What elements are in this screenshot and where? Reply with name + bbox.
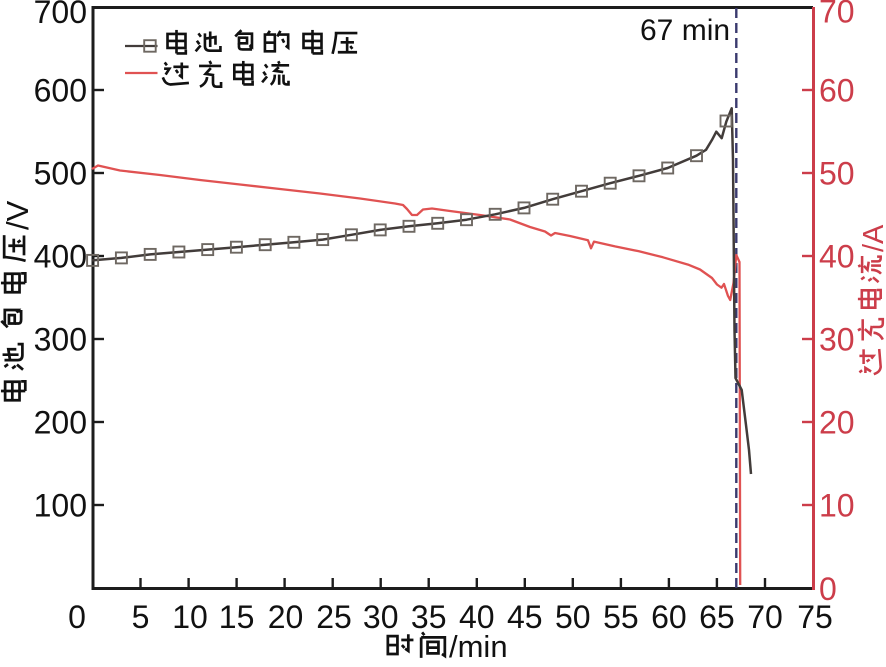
svg-text:10: 10 (819, 488, 855, 524)
svg-text:67 min: 67 min (640, 14, 730, 47)
svg-text:0: 0 (68, 599, 86, 635)
svg-text:5: 5 (132, 599, 150, 635)
svg-text:60: 60 (651, 599, 687, 635)
svg-text:65: 65 (699, 599, 735, 635)
svg-text:35: 35 (411, 599, 447, 635)
svg-text:500: 500 (34, 156, 87, 192)
svg-text:45: 45 (507, 599, 543, 635)
svg-text:0: 0 (819, 571, 837, 607)
svg-text:100: 100 (34, 488, 87, 524)
svg-text:15: 15 (219, 599, 255, 635)
svg-text:30: 30 (363, 599, 399, 635)
svg-text:70: 70 (747, 599, 783, 635)
svg-text:10: 10 (172, 599, 208, 635)
svg-text:/V: /V (0, 200, 35, 230)
svg-text:20: 20 (819, 405, 855, 441)
svg-text:300: 300 (34, 322, 87, 358)
svg-text:200: 200 (34, 405, 87, 441)
svg-text:/A: /A (858, 224, 886, 252)
svg-text:55: 55 (603, 599, 639, 635)
svg-text:30: 30 (819, 322, 855, 358)
svg-text:60: 60 (819, 73, 855, 109)
svg-text:40: 40 (819, 239, 855, 275)
svg-text:700: 700 (34, 0, 87, 30)
svg-text:400: 400 (34, 239, 87, 275)
svg-text:20: 20 (268, 599, 304, 635)
svg-text:50: 50 (819, 156, 855, 192)
svg-text:/min: /min (449, 629, 508, 662)
svg-text:75: 75 (797, 599, 833, 635)
svg-text:600: 600 (34, 73, 87, 109)
svg-text:40: 40 (459, 599, 495, 635)
svg-text:70: 70 (819, 0, 855, 30)
svg-text:50: 50 (555, 599, 591, 635)
svg-text:25: 25 (316, 599, 352, 635)
